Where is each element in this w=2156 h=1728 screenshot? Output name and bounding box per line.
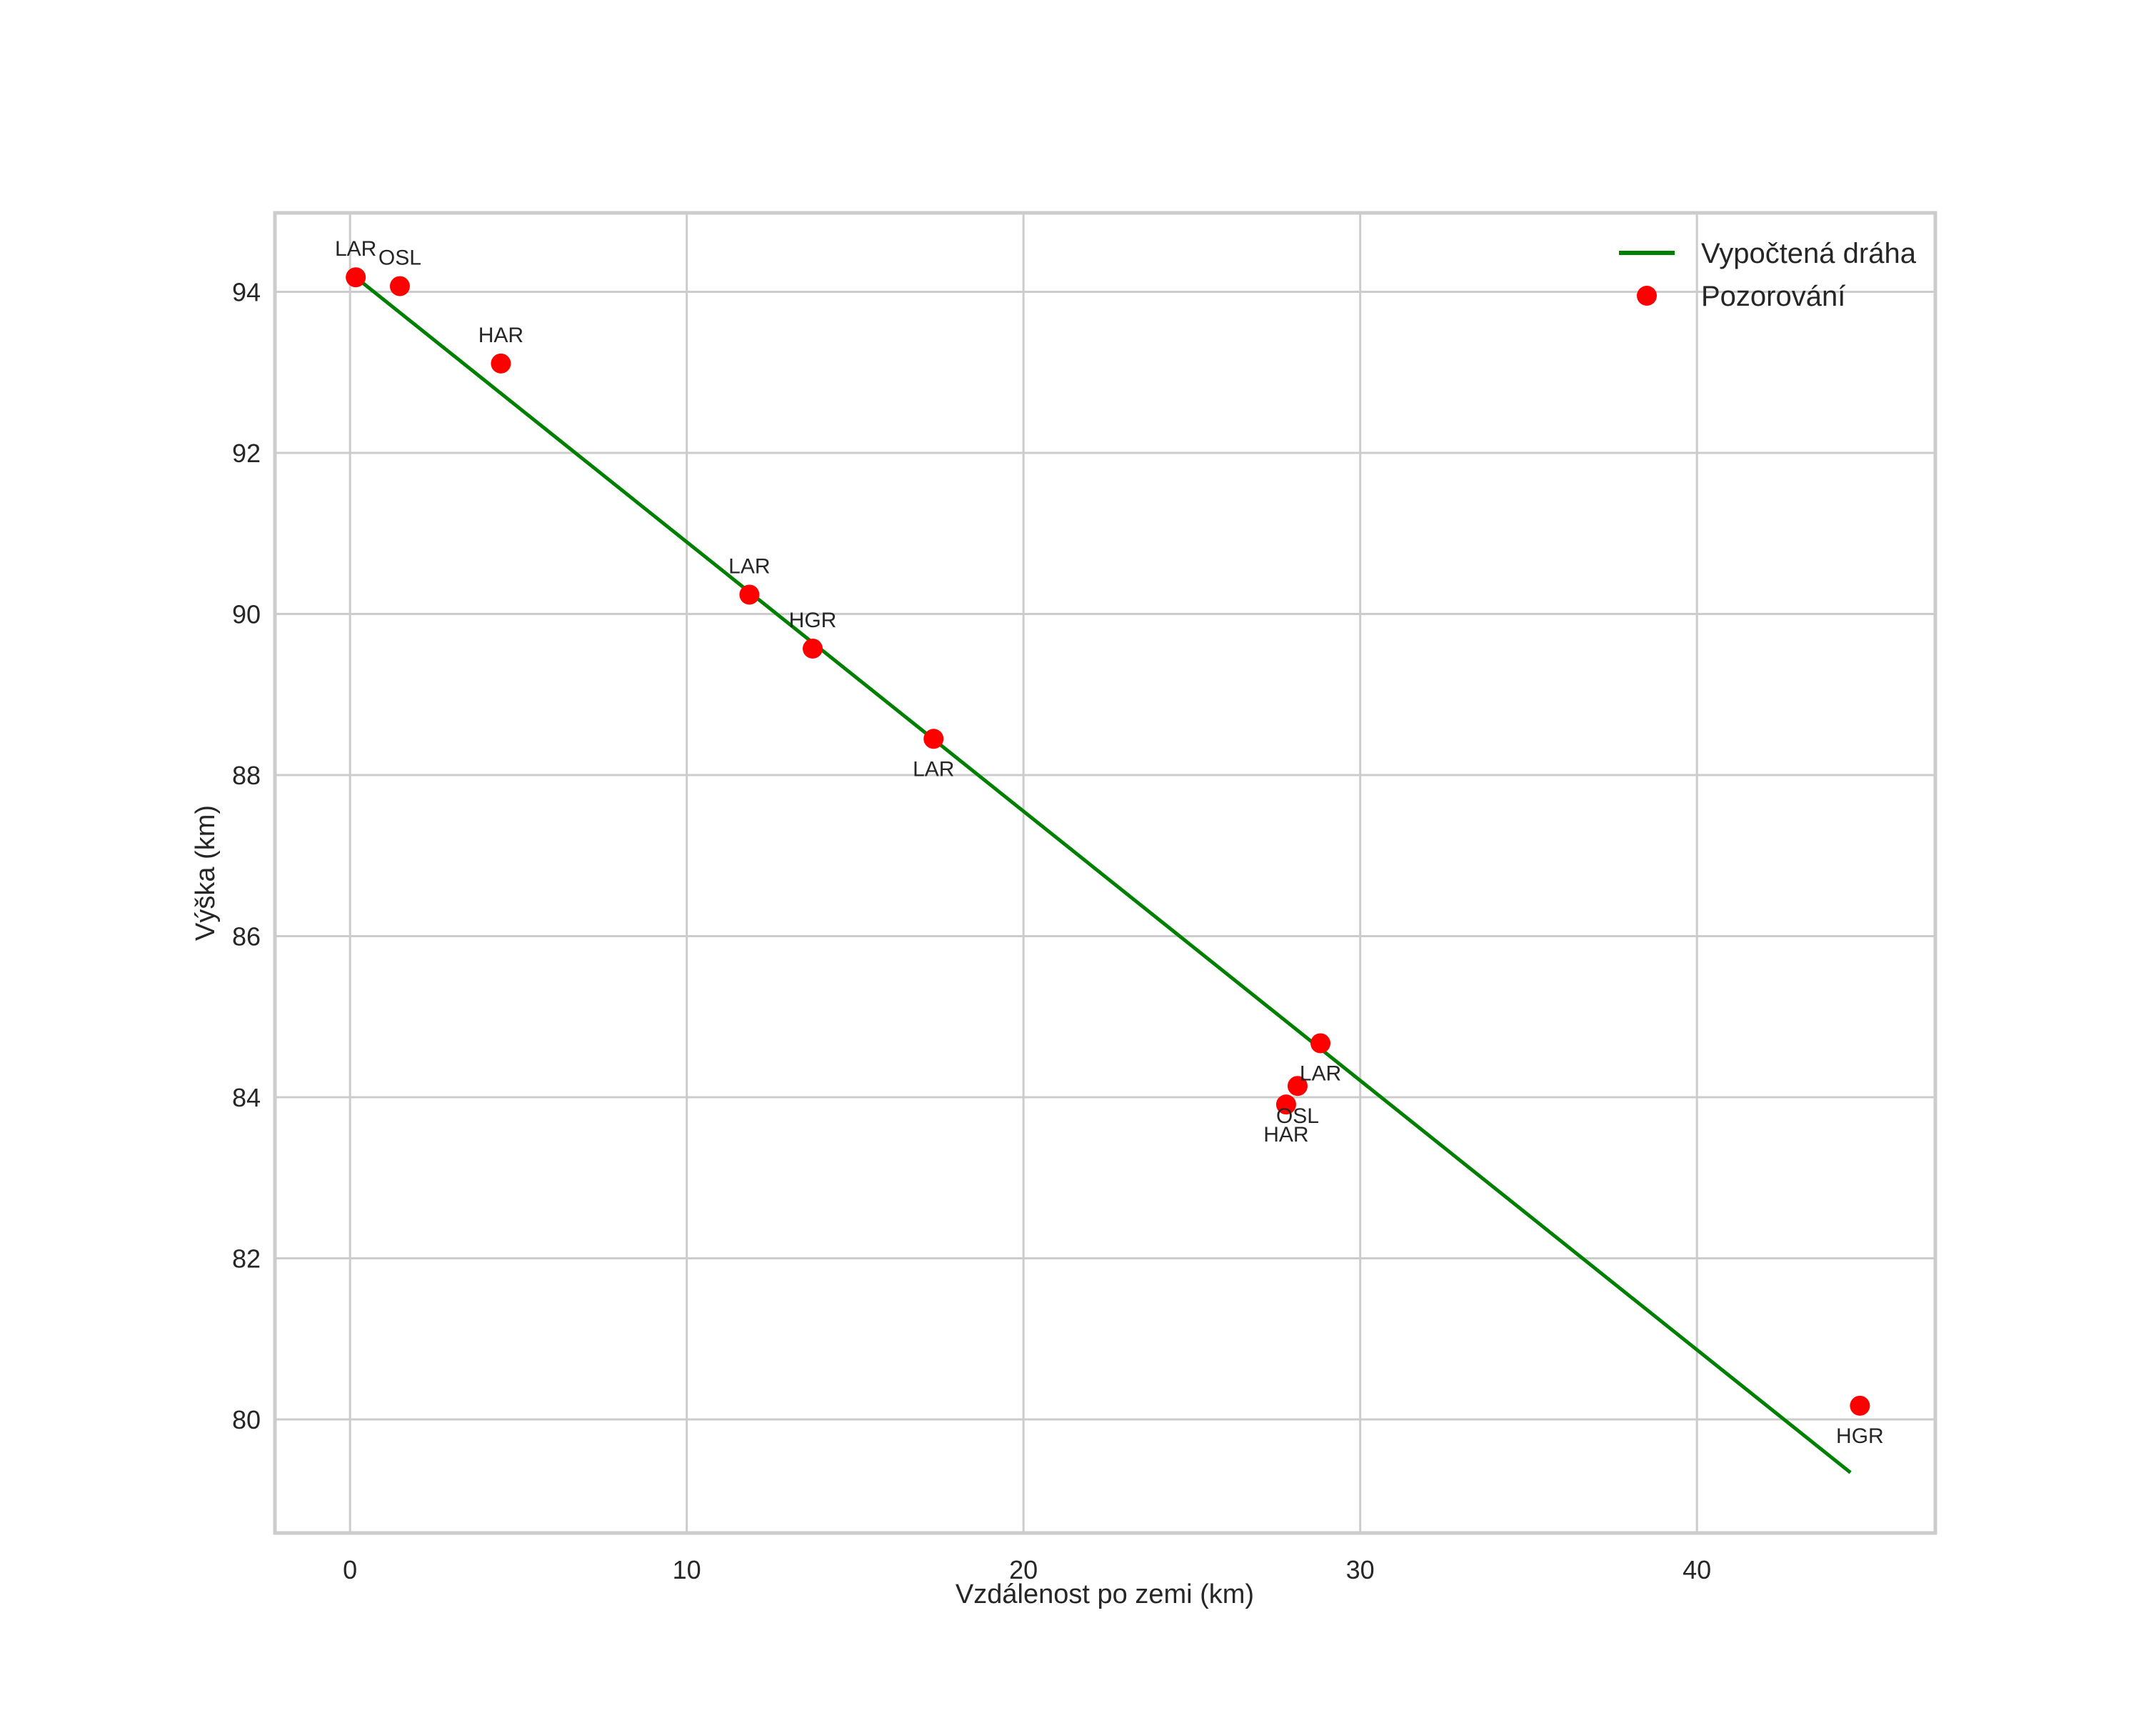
x-axis-ticks: 0 10 20 30 40: [343, 1555, 1711, 1584]
y-tick-label: 94: [232, 277, 261, 306]
observation-point: [739, 584, 760, 605]
computed-trajectory-line: [354, 276, 1852, 1474]
station-label: OSL: [378, 246, 421, 270]
station-label: HGR: [1836, 1424, 1884, 1448]
station-label: HAR: [478, 324, 523, 347]
trajectory-line: [354, 276, 1852, 1474]
x-tick-label: 10: [673, 1555, 701, 1584]
x-tick-label: 40: [1683, 1555, 1711, 1584]
legend-label-observations: Pozorování: [1701, 281, 1845, 312]
grid-lines: [275, 213, 1935, 1533]
y-axis-label: Výška (km): [191, 805, 221, 941]
station-label: HAR: [1263, 1123, 1308, 1147]
x-tick-label: 20: [1009, 1555, 1038, 1584]
station-label: OSL: [1276, 1104, 1319, 1128]
observation-point: [389, 276, 410, 296]
y-tick-label: 90: [232, 600, 261, 629]
observation-point: [346, 267, 366, 288]
observation-points: [346, 267, 1870, 1416]
plot-area-frame: [273, 211, 1937, 1535]
y-tick-label: 84: [232, 1083, 261, 1112]
station-label: HGR: [789, 609, 837, 632]
station-label: LAR: [913, 757, 954, 781]
x-axis-label: Vzdálenost po zemi (km): [956, 1579, 1254, 1609]
y-tick-label: 80: [232, 1405, 261, 1434]
y-tick-label: 88: [232, 761, 261, 790]
station-label: LAR: [728, 554, 770, 578]
observation-point: [1850, 1395, 1870, 1416]
observation-point: [491, 353, 511, 374]
legend-label-trajectory: Vypočtená dráha: [1701, 238, 1917, 269]
observation-point: [802, 638, 823, 659]
legend: Vypočtená dráha Pozorování: [1619, 238, 1917, 312]
observation-point: [1275, 1094, 1296, 1115]
y-tick-label: 86: [232, 922, 261, 952]
observation-point: [1310, 1033, 1331, 1054]
y-tick-label: 92: [232, 439, 261, 468]
y-axis-ticks: 80 82 84 86 88 90 92 94: [232, 277, 261, 1434]
observation-point: [923, 729, 944, 749]
station-label: LAR: [335, 237, 376, 261]
legend-marker-swatch: [1637, 286, 1657, 306]
x-tick-label: 30: [1346, 1555, 1375, 1584]
observation-point: [1287, 1076, 1308, 1097]
y-tick-label: 82: [232, 1244, 261, 1274]
x-tick-label: 0: [343, 1555, 357, 1584]
station-label: LAR: [1300, 1062, 1341, 1085]
